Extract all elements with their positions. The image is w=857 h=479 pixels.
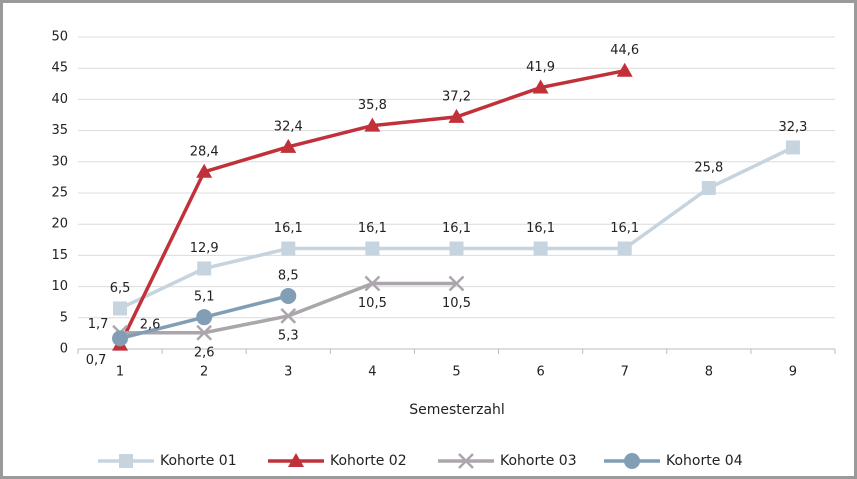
data-label: 35,8 bbox=[358, 98, 387, 113]
marker bbox=[617, 241, 632, 256]
data-label: 0,7 bbox=[86, 353, 107, 368]
data-label: 16,1 bbox=[610, 221, 639, 236]
x-tick-label: 8 bbox=[705, 365, 713, 380]
marker bbox=[280, 308, 297, 324]
legend-label: Kohorte 02 bbox=[330, 453, 407, 469]
y-tick-label: 0 bbox=[60, 342, 68, 357]
data-label: 2,6 bbox=[194, 345, 215, 360]
data-label: 25,8 bbox=[694, 161, 723, 176]
data-label: 5,3 bbox=[278, 328, 299, 343]
legend-label: Kohorte 01 bbox=[160, 453, 237, 469]
marker bbox=[112, 330, 129, 347]
x-axis-title: Semesterzahl bbox=[409, 402, 505, 418]
data-label: 16,1 bbox=[526, 221, 555, 236]
data-label: 1,7 bbox=[88, 317, 109, 332]
y-tick-label: 25 bbox=[51, 186, 68, 201]
x-tick-label: 9 bbox=[789, 365, 797, 380]
x-tick-label: 5 bbox=[452, 365, 460, 380]
data-label: 28,4 bbox=[190, 144, 219, 159]
y-tick-label: 35 bbox=[51, 123, 68, 138]
marker bbox=[458, 453, 474, 469]
data-label: 32,3 bbox=[778, 120, 807, 135]
data-label: 8,5 bbox=[278, 268, 299, 283]
marker bbox=[701, 181, 716, 196]
x-tick-label: 7 bbox=[621, 365, 629, 380]
marker bbox=[532, 79, 549, 94]
y-tick-label: 5 bbox=[60, 310, 68, 325]
x-tick-label: 3 bbox=[284, 365, 292, 380]
y-tick-label: 15 bbox=[51, 248, 68, 263]
marker bbox=[616, 62, 633, 77]
data-label: 10,5 bbox=[358, 296, 387, 311]
data-label: 5,1 bbox=[194, 290, 215, 305]
marker bbox=[449, 241, 464, 256]
y-tick-label: 45 bbox=[51, 61, 68, 76]
x-tick-label: 4 bbox=[368, 365, 376, 380]
data-label: 32,4 bbox=[274, 119, 303, 134]
marker bbox=[119, 454, 133, 468]
marker bbox=[113, 301, 128, 316]
legend-label: Kohorte 03 bbox=[500, 453, 577, 469]
legend-label: Kohorte 04 bbox=[666, 453, 743, 469]
x-tick-label: 2 bbox=[200, 365, 208, 380]
marker bbox=[196, 309, 213, 326]
marker bbox=[448, 108, 465, 123]
marker bbox=[196, 163, 213, 178]
marker bbox=[448, 275, 465, 292]
marker bbox=[197, 261, 212, 276]
marker bbox=[288, 453, 304, 467]
marker bbox=[281, 241, 296, 256]
data-label: 2,6 bbox=[140, 317, 161, 332]
marker bbox=[785, 140, 800, 155]
data-label: 6,5 bbox=[110, 281, 131, 296]
data-label: 16,1 bbox=[274, 221, 303, 236]
marker bbox=[280, 138, 297, 153]
y-tick-label: 30 bbox=[51, 154, 68, 169]
marker bbox=[280, 287, 297, 304]
y-tick-label: 50 bbox=[51, 30, 68, 45]
marker bbox=[364, 117, 381, 132]
x-tick-label: 6 bbox=[536, 365, 544, 380]
data-label: 16,1 bbox=[358, 221, 387, 236]
data-label: 10,5 bbox=[442, 296, 471, 311]
y-tick-label: 40 bbox=[51, 92, 68, 107]
data-label: 41,9 bbox=[526, 60, 555, 75]
data-label: 44,6 bbox=[610, 43, 639, 58]
marker bbox=[624, 453, 640, 469]
marker bbox=[533, 241, 548, 256]
data-label: 16,1 bbox=[442, 221, 471, 236]
y-tick-label: 20 bbox=[51, 217, 68, 232]
marker bbox=[196, 324, 213, 341]
marker bbox=[364, 275, 381, 292]
marker bbox=[365, 241, 380, 256]
data-label: 12,9 bbox=[190, 241, 219, 256]
data-label: 37,2 bbox=[442, 89, 471, 104]
y-tick-label: 10 bbox=[51, 279, 68, 294]
x-tick-label: 1 bbox=[116, 365, 124, 380]
